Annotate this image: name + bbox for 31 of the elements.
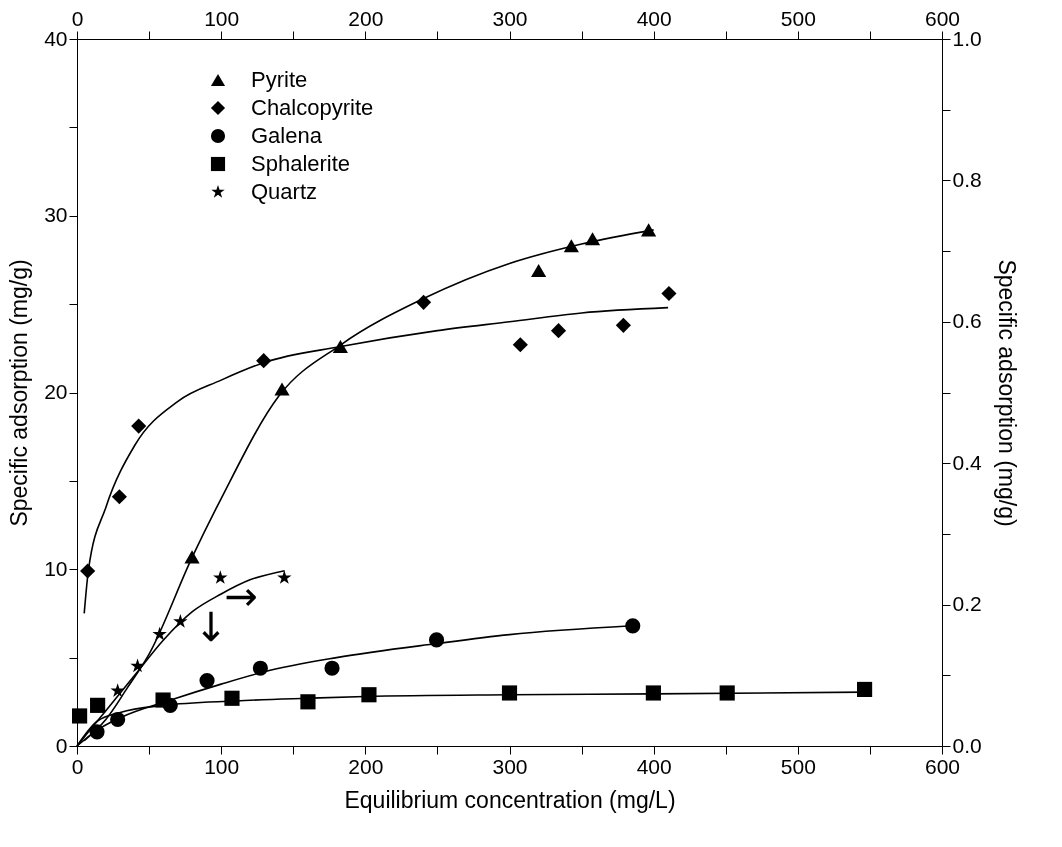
legend-label: Sphalerite [251, 151, 351, 176]
x-tick-label: 100 [204, 754, 240, 778]
y2-tick-label: 0.2 [952, 592, 982, 616]
legend-label: Galena [251, 123, 323, 148]
x-tick-label: 200 [348, 754, 384, 778]
x2-tick-label: 200 [348, 6, 384, 30]
x-tick-label: 500 [780, 754, 816, 778]
y-tick-label: 40 [44, 26, 68, 50]
x2-tick-label: 0 [71, 6, 84, 30]
x-tick-label: 400 [636, 754, 672, 778]
y2-tick-label: 0.0 [952, 733, 982, 757]
x2-tick-label: 500 [780, 6, 816, 30]
x-tick-label: 0 [71, 754, 84, 778]
y2-tick-label: 0.8 [952, 167, 982, 191]
x2-tick-label: 300 [492, 6, 528, 30]
x-axis-title: Equilibrium concentration (mg/L) [344, 786, 676, 813]
x-tick-label: 600 [924, 754, 961, 778]
x2-tick-label: 100 [204, 6, 240, 30]
y-tick-label: 0 [55, 733, 68, 757]
legend-label: Pyrite [251, 67, 308, 92]
y2-tick-label: 0.4 [952, 450, 983, 474]
y-tick-label: 30 [44, 203, 68, 227]
legend-label: Quartz [251, 179, 318, 204]
y2-tick-label: 0.6 [952, 309, 982, 333]
y-axis-title: Specific adsorption (mg/g) [6, 259, 33, 527]
x-tick-label: 300 [492, 754, 528, 778]
y-tick-label: 20 [44, 380, 68, 403]
y-tick-label: 10 [44, 556, 68, 580]
x2-tick-label: 400 [636, 6, 672, 30]
legend-label: Chalcopyrite [251, 95, 374, 120]
y2-axis-title: Specific adsorption (mg/g) [993, 259, 1020, 527]
